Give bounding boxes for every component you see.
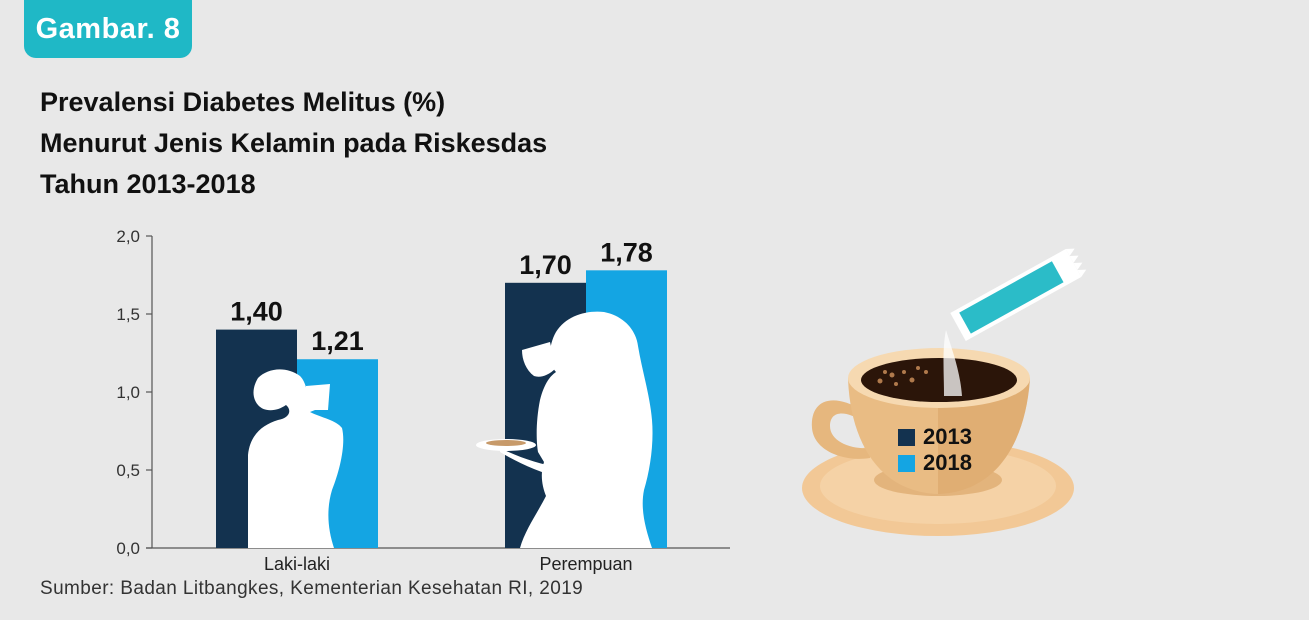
data-label: 1,70 — [519, 250, 572, 280]
y-tick-label: 1,0 — [116, 383, 140, 402]
legend-swatch-2013 — [898, 428, 915, 446]
y-tick-label: 0,0 — [116, 539, 140, 558]
legend-swatch-2018 — [898, 454, 915, 472]
woman-drinking-silhouette-icon — [476, 311, 653, 548]
y-tick-label: 1,5 — [116, 305, 140, 324]
data-label: 1,78 — [600, 237, 653, 267]
title-line-1: Prevalensi Diabetes Melitus (%) — [40, 87, 446, 117]
y-tick-label: 0,5 — [116, 461, 140, 480]
legend-item-2018: 2018 — [898, 450, 972, 476]
x-tick-label: Laki-laki — [264, 554, 330, 574]
data-label: 1,40 — [230, 297, 283, 327]
source-note: Sumber: Badan Litbangkes, Kementerian Ke… — [40, 578, 584, 599]
data-label: 1,21 — [311, 326, 364, 356]
x-tick-label: Perempuan — [539, 554, 632, 574]
legend-label-2018: 2018 — [923, 450, 972, 475]
legend-item-2013: 2013 — [898, 424, 972, 450]
title-line-2: Menurut Jenis Kelamin pada Riskesdas — [40, 128, 548, 158]
legend-label-2013: 2013 — [923, 424, 972, 449]
legend: 2013 2018 — [898, 424, 972, 476]
figure-badge: Gambar. 8 — [24, 0, 192, 58]
man-drinking-silhouette-icon — [248, 369, 344, 548]
y-tick-label: 2,0 — [116, 227, 140, 246]
coffee-cup-sugar-icon — [802, 248, 1087, 536]
chart-title: Prevalensi Diabetes Melitus (%) Menurut … — [40, 82, 740, 205]
title-line-3: Tahun 2013-2018 — [40, 169, 256, 199]
